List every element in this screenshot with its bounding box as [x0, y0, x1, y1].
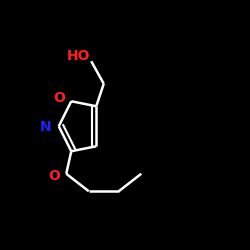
Text: HO: HO	[67, 49, 90, 63]
Text: O: O	[53, 90, 65, 104]
Text: N: N	[40, 120, 52, 134]
Text: O: O	[48, 169, 60, 183]
